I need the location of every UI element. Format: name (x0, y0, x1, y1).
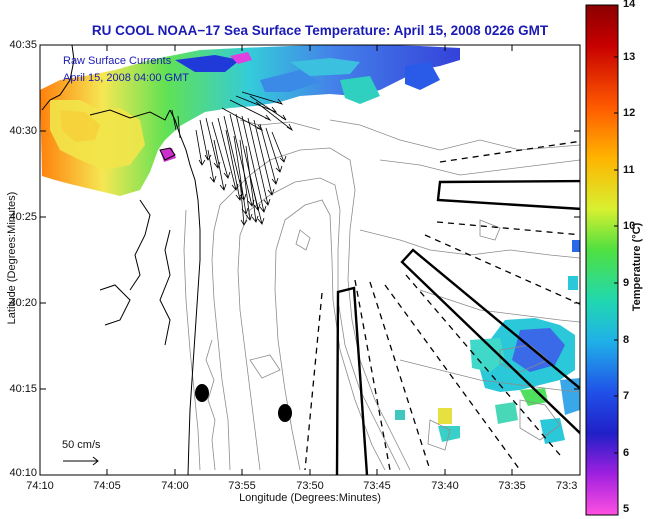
colorbar-label: Temperature (°C) (631, 222, 643, 312)
scale-arrow-icon (63, 456, 99, 466)
x-tick-label: 73:35 (498, 480, 526, 492)
y-axis-label: Latitude (Degrees:Minutes) (6, 191, 18, 325)
transects (304, 140, 580, 475)
colorbar-tick: 8 (623, 334, 630, 346)
x-tick-label: 73:50 (296, 480, 324, 492)
current-vectors (171, 91, 293, 226)
y-tick-label: 40:10 (9, 467, 37, 479)
y-tick-label: 40:20 (9, 297, 37, 309)
colorbar-tick: 13 (623, 51, 636, 63)
colorbar-tick: 6 (623, 447, 630, 459)
colorbar-tick: 5 (623, 503, 630, 515)
y-tick-label: 40:35 (9, 39, 37, 51)
x-tick-label: 74:00 (161, 480, 189, 492)
colorbar-tick: 10 (623, 220, 636, 232)
y-tick-label: 40:30 (9, 125, 37, 137)
sst-patches (40, 45, 580, 444)
colorbar-tick: 11 (623, 164, 635, 176)
currents-legend-date: April 15, 2008 04:00 GMT (63, 72, 189, 84)
colorbar-tick: 7 (623, 390, 630, 402)
colorbar-tick: 9 (623, 277, 630, 289)
x-tick-label: 73:40 (431, 480, 459, 492)
x-axis-label: Longitude (Degrees:Minutes) (239, 492, 381, 504)
axis-ticks (40, 44, 580, 475)
bathymetry-contours (183, 119, 580, 471)
x-tick-label: 73:45 (363, 480, 391, 492)
colorbar-tick: 14 (623, 0, 636, 10)
scale-label: 50 cm/s (62, 439, 101, 451)
y-tick-label: 40:15 (9, 383, 37, 395)
colorbar-tick: 12 (623, 107, 636, 119)
buoy-marker-2 (278, 404, 292, 422)
x-tick-label: 73:3 (556, 480, 578, 492)
map-title: RU COOL NOAA−17 Sea Surface Temperature:… (91, 23, 549, 38)
buoy-marker-1 (195, 384, 209, 402)
x-tick-label: 73:55 (228, 480, 256, 492)
x-tick-label: 74:05 (93, 480, 121, 492)
x-tick-label: 74:10 (26, 480, 54, 492)
y-tick-label: 40:25 (9, 211, 37, 223)
coastline (41, 45, 201, 475)
currents-legend-title: Raw Surface Currents (63, 55, 172, 67)
colorbar (585, 4, 619, 516)
